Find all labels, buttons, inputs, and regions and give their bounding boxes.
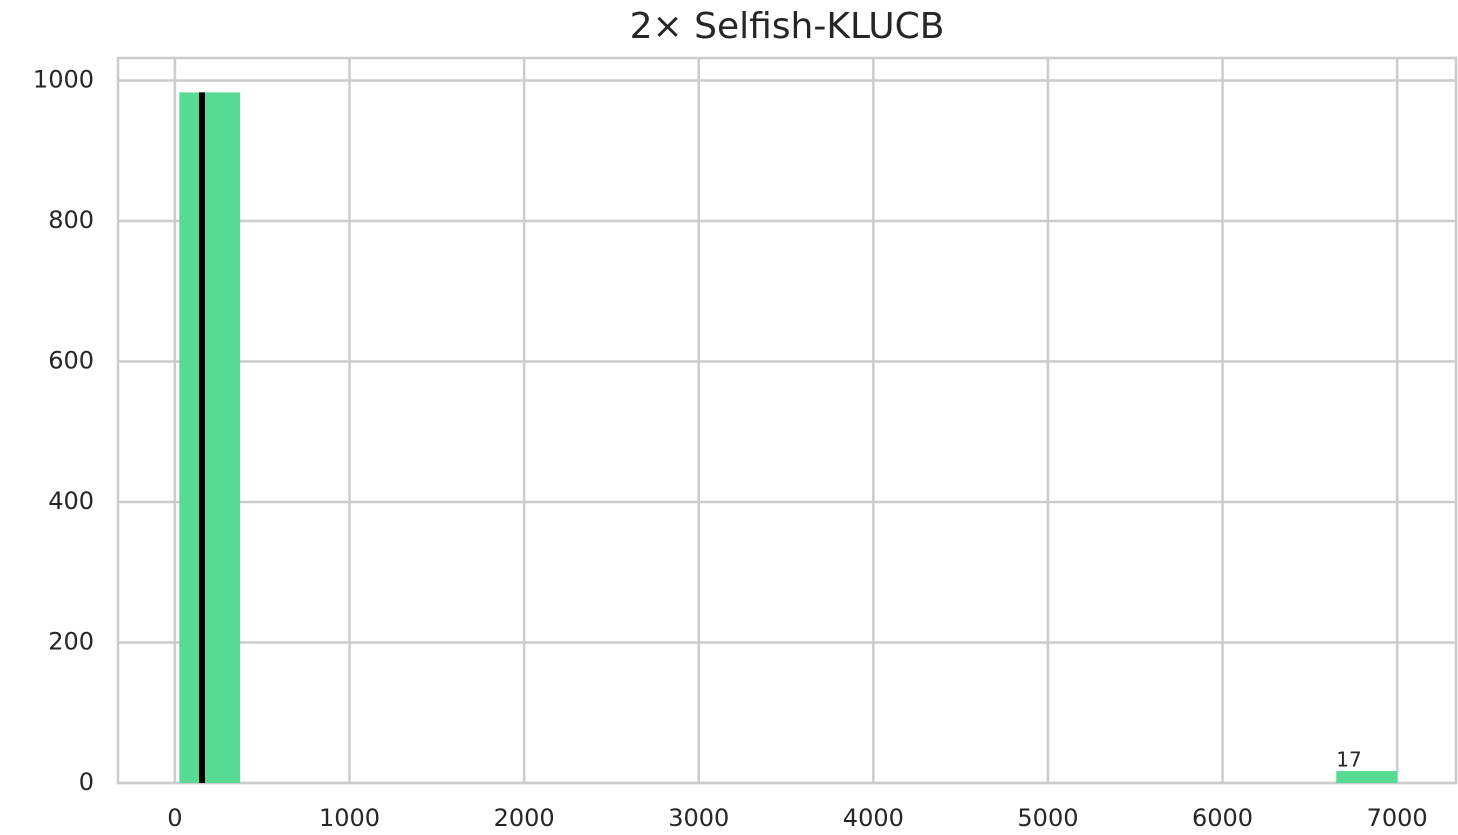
y-tick-label: 800 <box>48 206 94 234</box>
x-tick-label: 6000 <box>1192 804 1253 832</box>
x-tick-label: 5000 <box>1017 804 1078 832</box>
y-tick-label: 1000 <box>33 65 94 93</box>
y-tick-label: 200 <box>48 627 94 655</box>
x-tick-label: 4000 <box>843 804 904 832</box>
x-tick-label: 1000 <box>319 804 380 832</box>
y-tick-label: 600 <box>48 346 94 374</box>
x-tick-label: 0 <box>167 804 182 832</box>
bar <box>1336 771 1398 783</box>
y-tick-label: 0 <box>79 768 94 796</box>
y-tick-label: 400 <box>48 487 94 515</box>
plot-frame <box>116 56 1458 785</box>
chart-title: 2× Selfish-KLUCB <box>630 6 945 47</box>
x-tick-label: 2000 <box>494 804 555 832</box>
x-tick-label: 7000 <box>1367 804 1428 832</box>
x-tick-label: 3000 <box>668 804 729 832</box>
value-label: 17 <box>1336 748 1361 772</box>
bar <box>179 92 241 783</box>
